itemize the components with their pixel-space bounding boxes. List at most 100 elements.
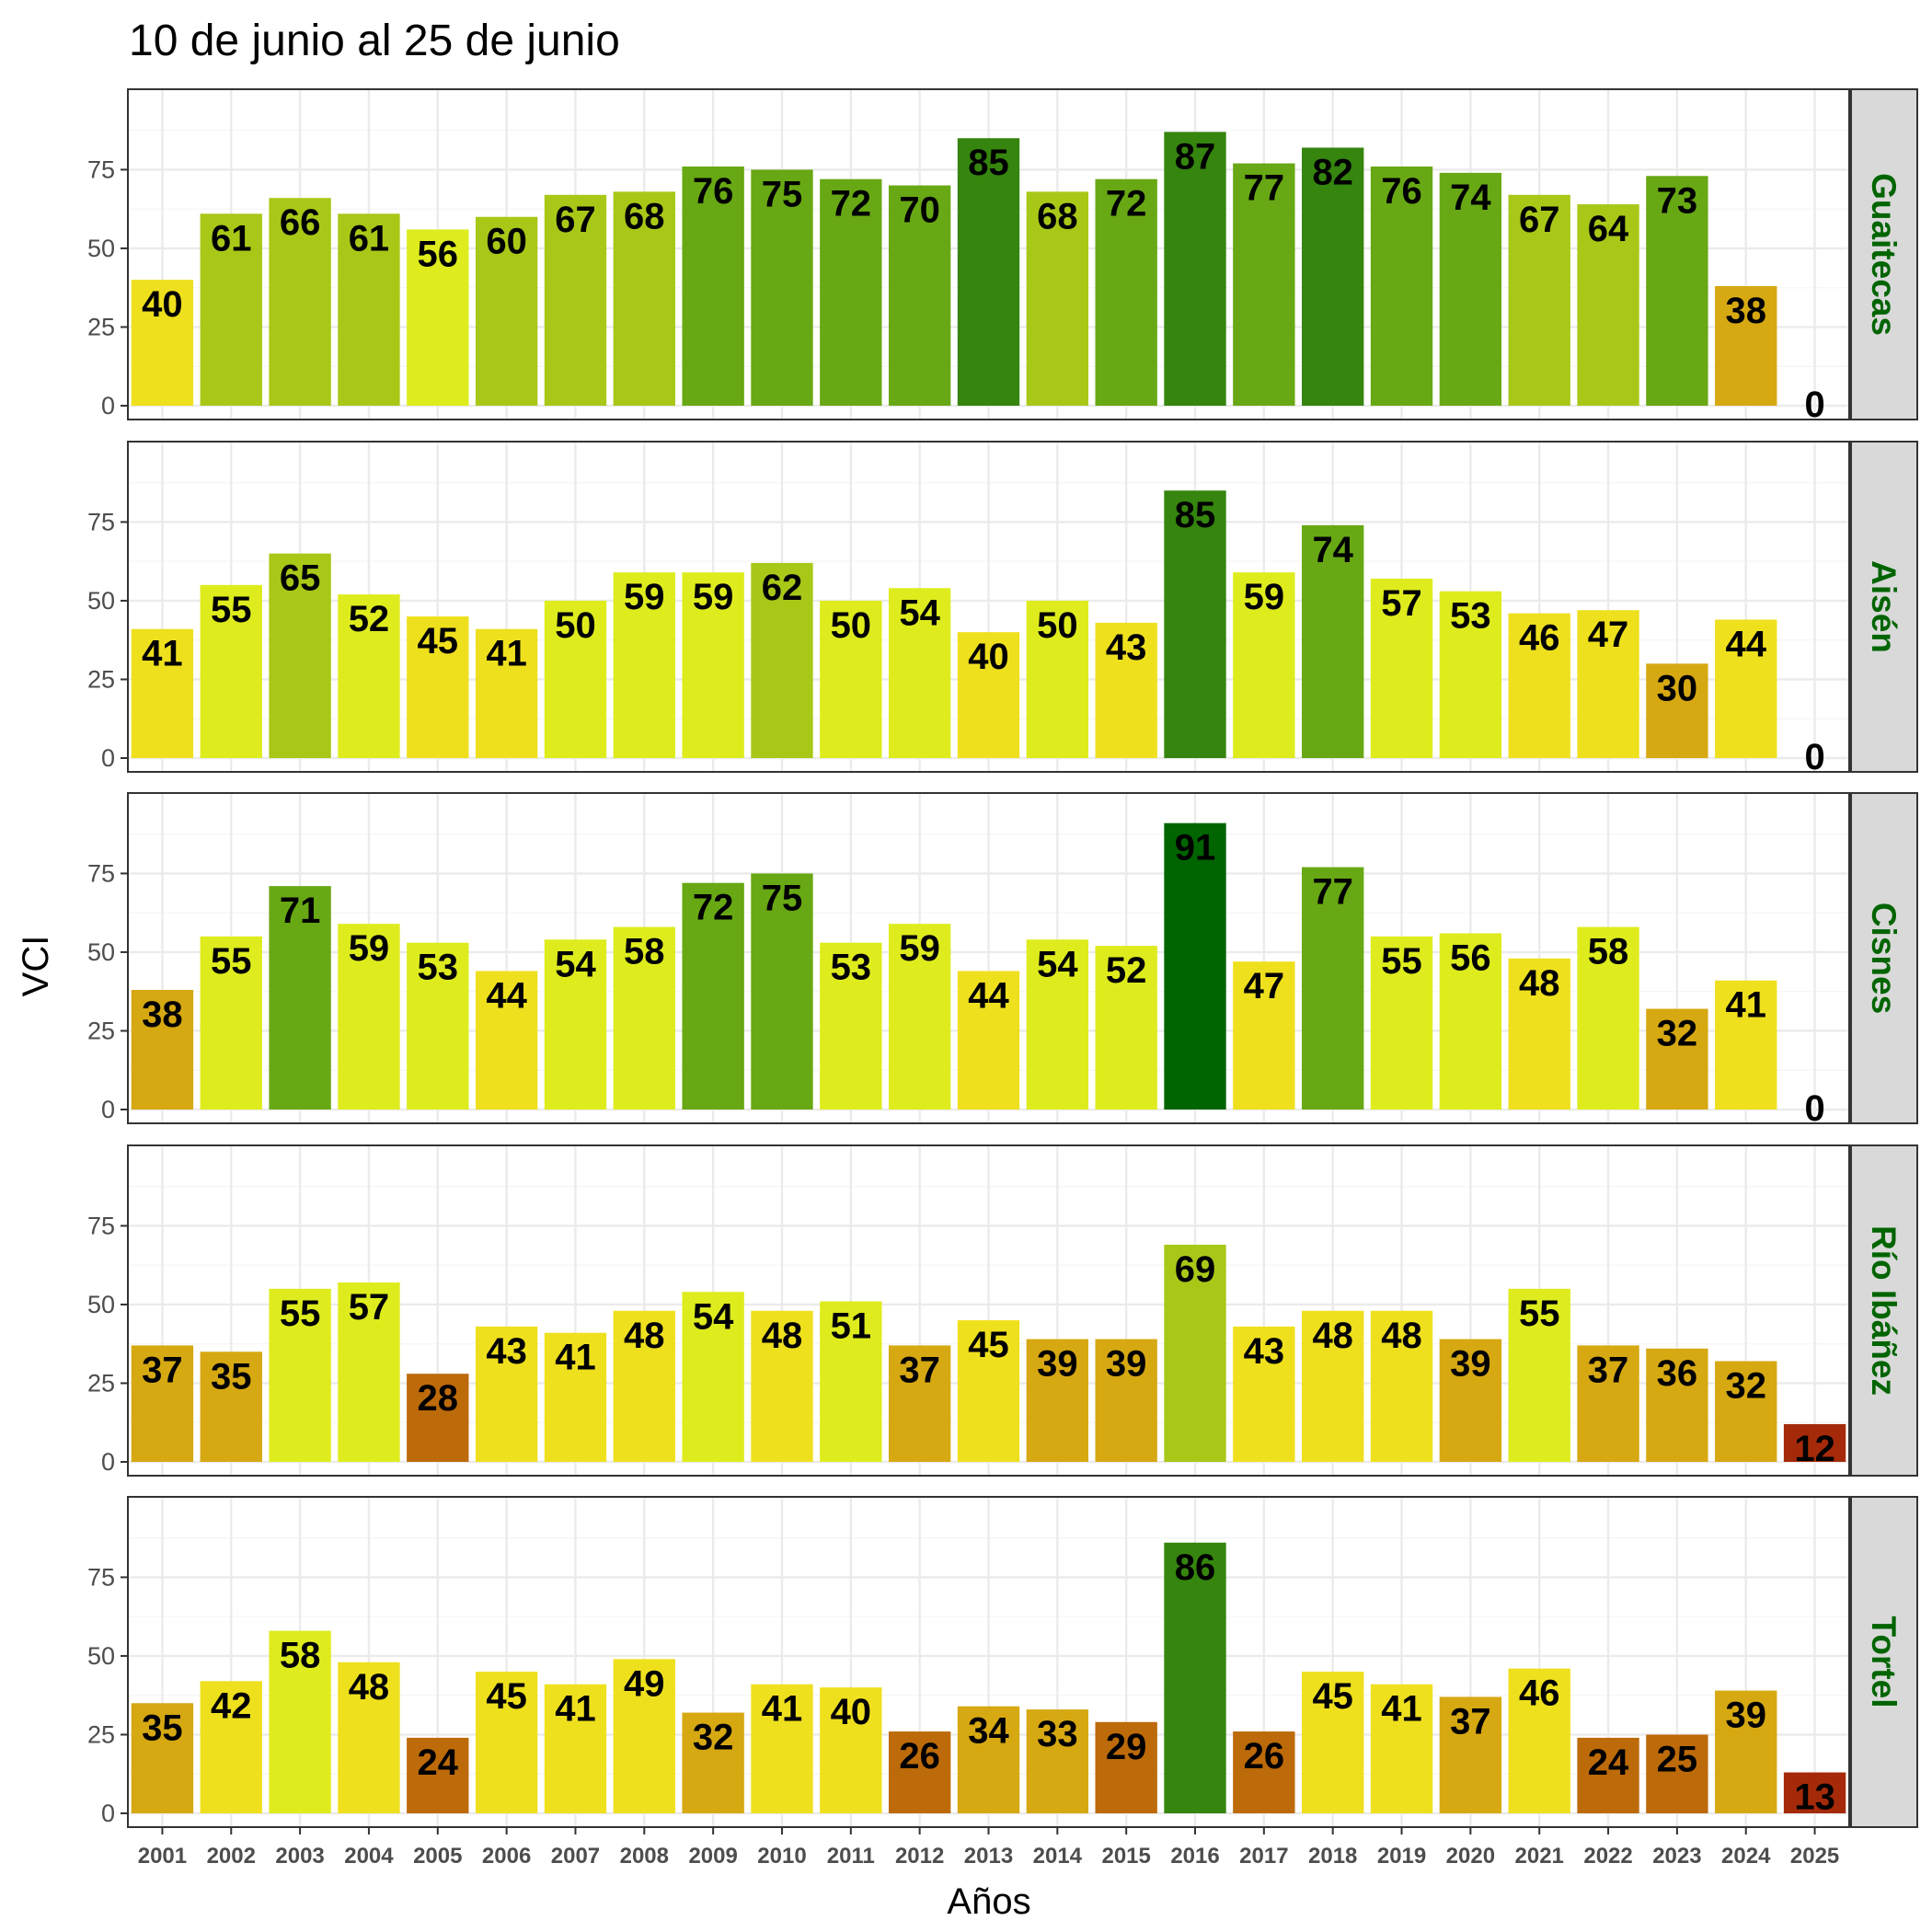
bar-guaitecas-2023	[1646, 176, 1708, 406]
panel-guaitecas: 40 61 66 61 56 60 67 68 76 75 72 70 85 68 72 87 77 82 76 74…	[87, 88, 1918, 425]
data-label-aisen-2019: 57	[1381, 583, 1422, 624]
data-label-guaitecas-2016: 87	[1175, 136, 1216, 177]
data-label-tortel-2021: 46	[1519, 1673, 1560, 1714]
bar-tortel-2001	[131, 1703, 194, 1813]
y-tick-label: 0	[101, 1800, 115, 1827]
data-label-aisen-2006: 41	[486, 634, 527, 674]
panel-tortel: 35 42 58 48 24 45 41 49 32 41 40 26 34 33 29 86 26 45 41 37…	[87, 1496, 1918, 1828]
x-tick-label-2021: 2021	[1515, 1844, 1564, 1869]
x-tick-label-2012: 2012	[895, 1844, 944, 1869]
bar-cisnes-2024	[1715, 980, 1777, 1110]
data-label-cisnes-2006: 44	[486, 975, 527, 1016]
bar-tortel-2014	[1026, 1709, 1089, 1813]
data-label-aisen-2008: 59	[624, 577, 665, 617]
data-label-tortel-2007: 41	[555, 1689, 596, 1730]
bar-cisnes-2020	[1439, 933, 1502, 1110]
y-tick-label: 0	[101, 1096, 115, 1123]
data-label-tortel-2023: 25	[1657, 1739, 1698, 1779]
bar-guaitecas-2016	[1164, 132, 1226, 407]
x-tick-label-2007: 2007	[551, 1844, 600, 1869]
bar-tortel-2020	[1439, 1696, 1502, 1813]
data-label-aisen-2020: 53	[1450, 596, 1491, 637]
data-label-rio-ibanez-2003: 55	[280, 1294, 321, 1334]
bar-rio-ibanez-2010	[751, 1310, 813, 1462]
bar-tortel-2010	[751, 1684, 813, 1813]
facet-strip	[1850, 88, 1918, 420]
bar-rio-ibanez-2006	[475, 1326, 538, 1462]
x-tick-label-2024: 2024	[1721, 1844, 1771, 1869]
facet-strip	[1850, 792, 1918, 1124]
bar-rio-ibanez-2011	[820, 1301, 882, 1462]
bar-guaitecas-2008	[613, 191, 675, 406]
data-label-cisnes-2012: 59	[899, 928, 940, 969]
bar-guaitecas-2009	[682, 167, 744, 406]
bar-rio-ibanez-2022	[1577, 1345, 1639, 1462]
bar-cisnes-2008	[613, 926, 675, 1110]
data-label-cisnes-2007: 54	[555, 944, 596, 984]
data-label-rio-ibanez-2017: 43	[1244, 1331, 1285, 1372]
bar-guaitecas-2011	[820, 178, 882, 406]
bar-aisen-2023	[1646, 663, 1708, 758]
data-label-aisen-2024: 44	[1725, 624, 1766, 664]
x-tick-label-2016: 2016	[1170, 1844, 1219, 1869]
data-label-guaitecas-2017: 77	[1244, 168, 1285, 209]
bar-rio-ibanez-2024	[1715, 1361, 1777, 1462]
bar-aisen-2012	[888, 588, 951, 758]
bar-guaitecas-2021	[1508, 194, 1570, 406]
data-label-cisnes-2013: 44	[968, 975, 1009, 1016]
x-tick-label-2015: 2015	[1101, 1844, 1150, 1869]
data-label-cisnes-2001: 38	[142, 995, 183, 1035]
data-label-guaitecas-2003: 66	[280, 202, 321, 243]
data-label-aisen-2009: 59	[693, 577, 734, 617]
bar-cisnes-2013	[957, 971, 1020, 1110]
bar-cisnes-2003	[269, 886, 331, 1110]
x-tick-label-2009: 2009	[688, 1844, 737, 1869]
x-tick-label-2002: 2002	[207, 1844, 256, 1869]
bar-tortel-2015	[1095, 1721, 1157, 1813]
data-label-guaitecas-2020: 74	[1450, 178, 1491, 218]
data-label-guaitecas-2025: 0	[1804, 385, 1824, 425]
x-tick-label-2017: 2017	[1239, 1844, 1288, 1869]
data-label-rio-ibanez-2005: 28	[418, 1378, 459, 1419]
x-tick-label-2019: 2019	[1377, 1844, 1426, 1869]
bar-rio-ibanez-2003	[269, 1288, 331, 1462]
facet-panels: 40 61 66 61 56 60 67 68 76 75 72 70 85 68 72 87 77 82 76 74…	[87, 88, 1918, 1828]
data-label-tortel-2014: 33	[1037, 1714, 1078, 1754]
data-label-aisen-2004: 52	[349, 599, 390, 639]
data-label-guaitecas-2022: 64	[1588, 209, 1629, 249]
x-tick-label-2022: 2022	[1583, 1844, 1632, 1869]
bar-rio-ibanez-2001	[131, 1345, 194, 1462]
x-tick-label-2001: 2001	[138, 1844, 187, 1869]
data-label-tortel-2020: 37	[1450, 1701, 1491, 1742]
data-label-tortel-2016: 86	[1175, 1547, 1216, 1588]
bar-guaitecas-2018	[1302, 147, 1364, 406]
data-label-aisen-2015: 43	[1106, 627, 1147, 668]
bar-aisen-2007	[544, 600, 607, 758]
data-label-guaitecas-2018: 82	[1312, 152, 1353, 192]
bar-rio-ibanez-2013	[957, 1320, 1020, 1462]
data-label-cisnes-2021: 48	[1519, 963, 1560, 1004]
bar-aisen-2002	[200, 584, 262, 758]
bar-guaitecas-2024	[1715, 286, 1777, 406]
bar-cisnes-2011	[820, 942, 882, 1110]
bar-guaitecas-2002	[200, 213, 262, 406]
bar-guaitecas-2001	[131, 280, 194, 406]
facet-label-cisnes: Cisnes	[1865, 903, 1903, 1014]
data-label-rio-ibanez-2023: 36	[1657, 1353, 1698, 1394]
data-label-rio-ibanez-2006: 43	[486, 1331, 527, 1372]
data-label-rio-ibanez-2008: 48	[624, 1316, 665, 1356]
bar-tortel-2013	[957, 1706, 1020, 1813]
data-label-rio-ibanez-2018: 48	[1312, 1316, 1353, 1356]
bar-aisen-2005	[407, 616, 469, 758]
panel-border	[127, 88, 1850, 420]
bar-guaitecas-2010	[751, 169, 813, 406]
bar-tortel-2017	[1233, 1731, 1295, 1813]
bar-aisen-2010	[751, 562, 813, 758]
y-tick-label: 50	[87, 938, 115, 966]
data-label-guaitecas-2011: 72	[831, 184, 872, 224]
data-label-guaitecas-2014: 68	[1037, 196, 1078, 236]
data-label-aisen-2017: 59	[1244, 577, 1285, 617]
bar-guaitecas-2012	[888, 185, 951, 406]
bar-aisen-2021	[1508, 613, 1570, 758]
facet-label-tortel: Tortel	[1865, 1616, 1903, 1708]
